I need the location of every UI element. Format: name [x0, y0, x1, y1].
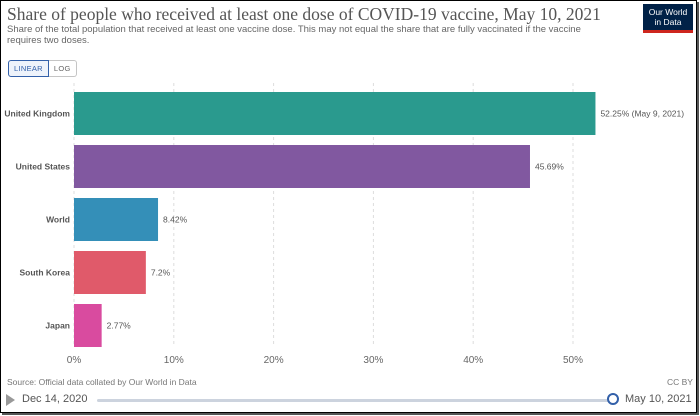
bar[interactable]	[74, 145, 530, 188]
x-tick-label: 10%	[164, 355, 184, 366]
logo-line-1: Our World	[648, 7, 688, 17]
x-tick-label: 20%	[264, 355, 284, 366]
logo-line-2: in Data	[654, 16, 682, 27]
bar[interactable]	[74, 251, 146, 294]
timeline-start-label[interactable]: Dec 14, 2020	[22, 393, 88, 405]
bar[interactable]	[74, 304, 102, 347]
category-label: United Kingdom	[4, 109, 70, 119]
x-tick-label: 50%	[563, 355, 583, 366]
scale-toggle: LINEAR LOG	[8, 60, 77, 77]
x-tick-label: 0%	[67, 355, 82, 366]
chart-title: Share of people who received at least on…	[7, 4, 601, 24]
license-link[interactable]: CC BY	[667, 377, 693, 387]
chart-subtitle: Share of the total population that recei…	[7, 24, 581, 46]
timeline-end-label[interactable]: May 10, 2021	[625, 393, 692, 405]
category-label: World	[46, 215, 70, 225]
owid-logo[interactable]: Our World in Data	[643, 4, 693, 33]
source-note[interactable]: Source: Official data collated by Our Wo…	[7, 377, 197, 387]
linear-scale-button[interactable]: LINEAR	[8, 60, 49, 77]
category-label: Japan	[45, 321, 70, 331]
value-label: 2.77%	[107, 321, 132, 331]
log-scale-button[interactable]: LOG	[48, 60, 77, 77]
timeline-end-handle[interactable]	[607, 393, 619, 405]
value-label: 45.69%	[535, 162, 564, 172]
bar[interactable]	[74, 92, 596, 135]
bar[interactable]	[74, 198, 159, 241]
value-label: 52.25% (May 9, 2021)	[600, 109, 684, 119]
value-label: 8.42%	[163, 215, 188, 225]
timeline: Dec 14, 2020 May 10, 2021	[1, 390, 696, 410]
play-icon[interactable]	[6, 394, 15, 406]
timeline-track[interactable]	[97, 399, 615, 402]
value-label: 7.2%	[151, 268, 171, 278]
x-tick-label: 40%	[463, 355, 483, 366]
category-label: South Korea	[19, 268, 70, 278]
category-label: United States	[16, 162, 71, 172]
x-tick-label: 30%	[363, 355, 383, 366]
